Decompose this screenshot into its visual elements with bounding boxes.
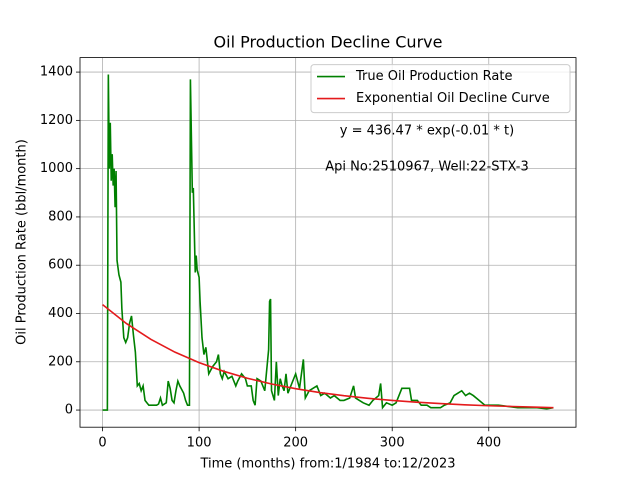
x-tick-label: 400: [476, 436, 501, 451]
y-tick-label: 200: [48, 354, 73, 369]
y-tick-label: 0: [65, 403, 73, 418]
x-tick-label: 200: [283, 436, 308, 451]
data-line: [102, 304, 554, 409]
legend-label: Exponential Oil Decline Curve: [356, 91, 550, 106]
y-tick-label: 1200: [40, 113, 73, 128]
annotation: y = 436.47 * exp(-0.01 * t): [340, 124, 514, 139]
chart-title: Oil Production Decline Curve: [214, 33, 443, 52]
y-axis-label: Oil Production Rate (bbl/month): [15, 139, 30, 345]
x-axis-label: Time (months) from:1/1984 to:12/2023: [199, 457, 455, 472]
x-tick-label: 0: [98, 436, 106, 451]
plot-frame: [79, 57, 577, 428]
data-line: [102, 74, 554, 411]
y-tick-label: 600: [48, 258, 73, 273]
legend-label: True Oil Production Rate: [355, 69, 512, 84]
annotation: Api No:2510967, Well:22-STX-3: [325, 160, 528, 175]
x-tick-label: 300: [380, 436, 405, 451]
y-tick-label: 1400: [40, 65, 73, 80]
legend-box: [310, 64, 571, 114]
y-tick-label: 400: [48, 306, 73, 321]
x-tick-label: 100: [187, 436, 212, 451]
y-tick-label: 800: [48, 209, 73, 224]
y-tick-label: 1000: [40, 161, 73, 176]
